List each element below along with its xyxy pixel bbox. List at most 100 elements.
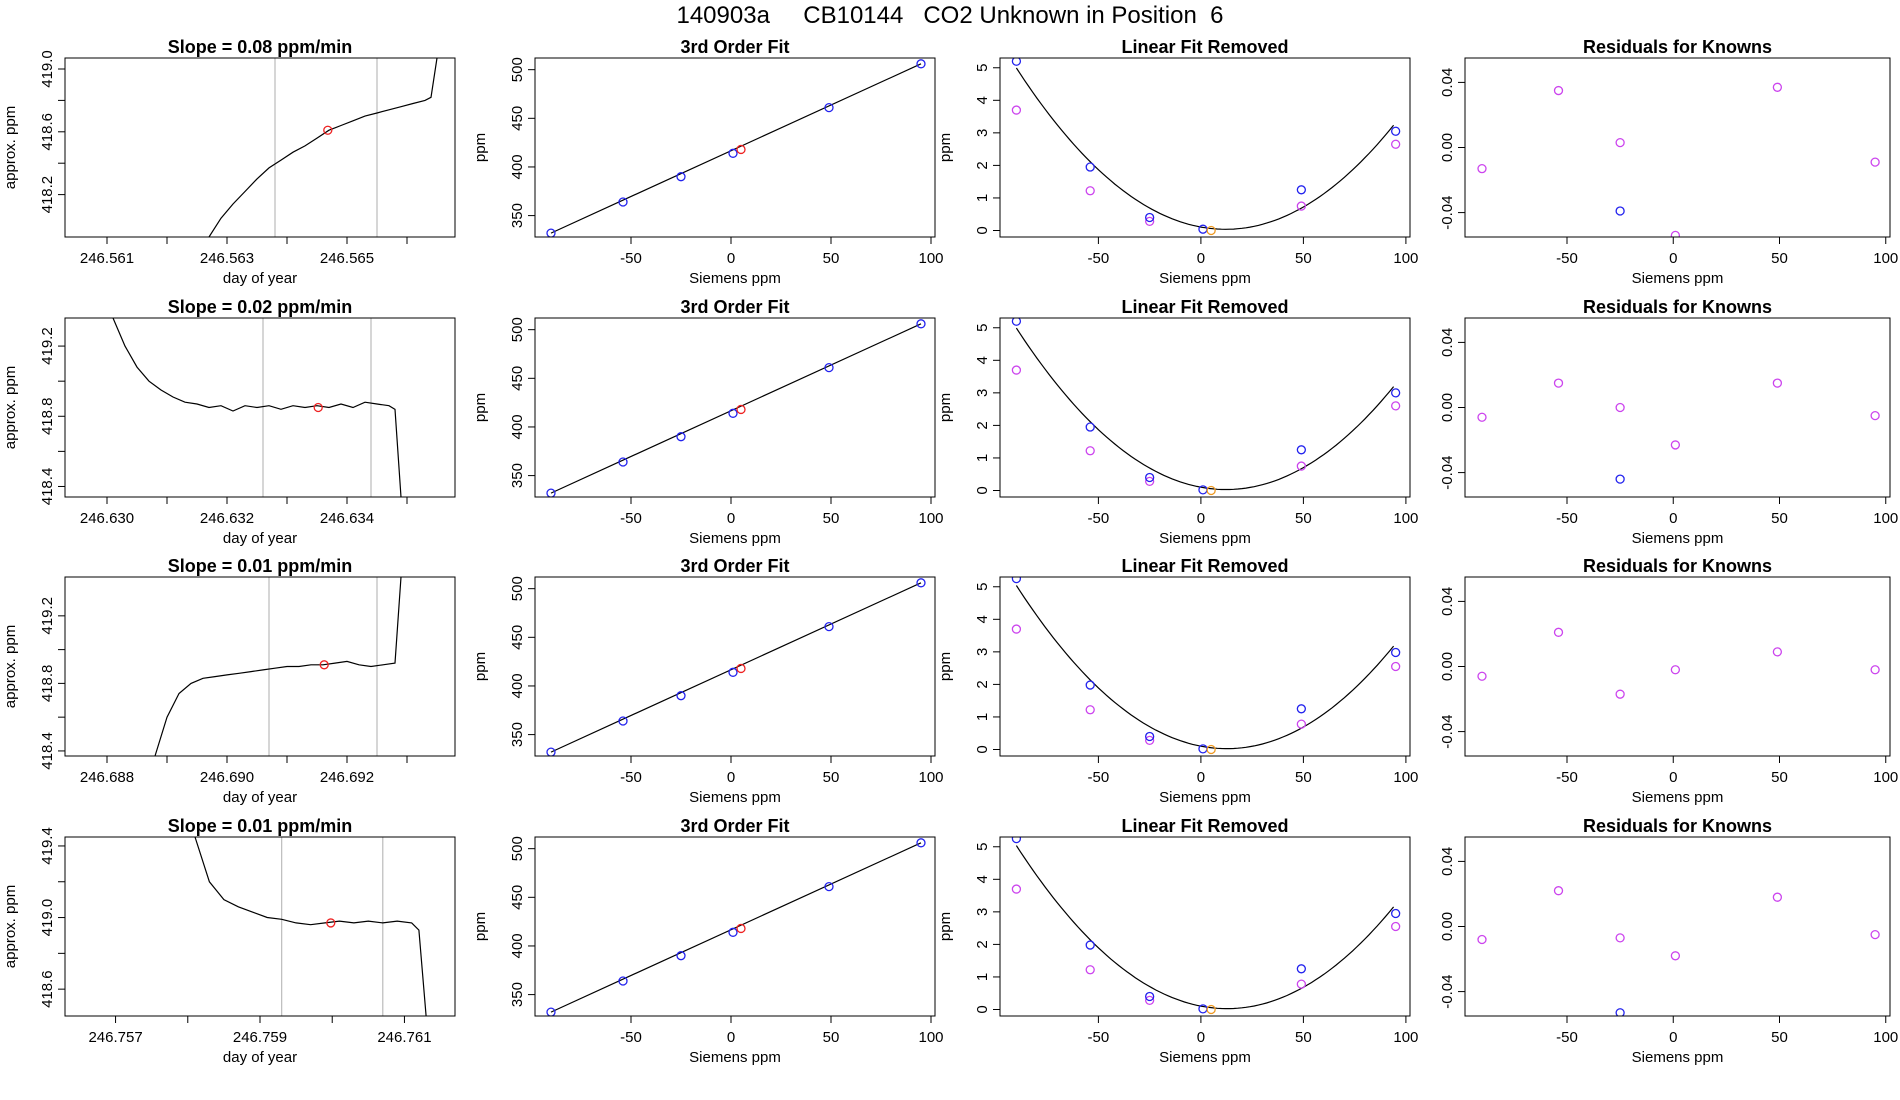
data-point [1870,665,1880,675]
y-tick-label: 400 [509,933,526,958]
y-axis-label: ppm [472,912,489,941]
y-tick-label: 0.04 [1439,328,1456,357]
x-tick-label: 246.692 [320,769,374,786]
y-axis-label: ppm [937,912,954,941]
data-point [618,457,628,467]
y-tick-label: 418.4 [39,468,56,506]
plot-area [1011,58,1401,236]
data-point [824,881,834,892]
y-tick-label: 4 [974,356,991,364]
chart-title: Residuals for Knowns [1583,556,1772,576]
plot-frame [1464,57,1891,238]
data-point [1296,704,1306,714]
y-tick-label: 350 [509,982,526,1007]
data-point [1145,731,1155,742]
x-tick-label: 0 [727,510,735,527]
data-point [1296,445,1306,455]
plot-area [546,838,926,1016]
y-axis-label: approx. ppm [2,625,19,708]
data-point [1206,485,1216,496]
x-tick-label: 0 [1197,250,1205,267]
y-tick-label: 5 [974,324,991,332]
y-tick-label: 450 [509,885,526,910]
chart-panel-r4c2: 3rd Order Fit -50 0 50 100 Siemens ppm 350 400 4… [472,816,944,1066]
x-tick-label: 246.690 [200,769,254,786]
plot-area [1477,627,1880,699]
quadratic-curve [1015,845,1395,1010]
y-tick-label: 0 [974,1005,991,1013]
x-axis-label: Siemens ppm [689,1049,781,1066]
data-point [1085,940,1095,950]
data-point [1206,225,1216,236]
data-point [728,667,738,677]
data-point [1085,680,1095,690]
y-tick-label: 1 [974,713,991,721]
chart-panel-r1c3: Linear Fit Removed -50 0 50 100 Siemens ppm 0 1… [937,37,1418,287]
y-tick-label: 2 [974,680,991,688]
data-point [736,404,746,415]
x-tick-label: 246.759 [233,1029,287,1046]
y-tick-label: 3 [974,389,991,397]
x-axis-label: day of year [223,1049,297,1066]
x-tick-label: 50 [1295,769,1312,786]
x-axis-label: Siemens ppm [1159,270,1251,287]
y-tick-label: 350 [509,203,526,228]
chart-panel-r4c1: Slope = 0.01 ppm/min 246.757 246.759 246.76… [2,816,456,1066]
x-tick-label: -50 [1088,250,1110,267]
data-point [1391,126,1401,136]
x-axis-label: Siemens ppm [689,789,781,806]
data-point [1145,995,1155,1006]
data-point [1391,139,1401,149]
data-point [736,923,746,934]
x-axis-label: Siemens ppm [1159,1049,1251,1066]
y-tick-label: 2 [974,940,991,948]
y-tick-label: -0.04 [1439,714,1456,748]
y-tick-label: 400 [509,673,526,698]
y-tick-label: 3 [974,908,991,916]
data-point [1296,964,1306,974]
data-point [1615,206,1625,216]
x-tick-label: 100 [918,250,943,267]
y-tick-label: 400 [509,414,526,439]
data-point [1011,884,1022,894]
y-tick-label: 450 [509,625,526,650]
y-tick-label: 4 [974,875,991,883]
y-tick-label: 418.8 [39,665,56,703]
data-point [824,362,834,373]
plot-area [1011,577,1401,755]
data-point [1296,461,1306,471]
x-tick-label: 246.561 [80,250,134,267]
data-point [1870,157,1880,167]
y-tick-label: 1 [974,194,991,202]
x-tick-label: 246.761 [377,1029,431,1046]
data-point [1553,85,1564,96]
plot-area [154,577,402,756]
data-point [1085,965,1095,975]
y-tick-label: 419.0 [39,50,56,88]
x-tick-label: 50 [823,769,840,786]
x-tick-label: 0 [1669,510,1677,527]
y-tick-label: 5 [974,843,991,851]
plot-area [1477,82,1880,237]
plot-frame [1464,317,1891,498]
x-tick-label: 0 [727,1029,735,1046]
plot-frame [64,836,456,1017]
y-tick-label: 0.04 [1439,847,1456,876]
chart-panel-r3c3: Linear Fit Removed -50 0 50 100 Siemens ppm 0 1… [937,556,1418,806]
data-point [1615,689,1625,699]
chart-panel-r2c2: 3rd Order Fit -50 0 50 100 Siemens ppm 350 400 4… [472,297,944,547]
plot-area [546,578,926,756]
x-tick-label: 100 [918,1029,943,1046]
data-point [1553,627,1564,637]
data-point [1477,164,1487,174]
data-point [1085,446,1095,456]
data-point [728,408,738,418]
x-axis-label: Siemens ppm [1632,789,1724,806]
data-point [1670,440,1681,450]
fit-line [550,582,922,753]
chart-panel-r4c4: Residuals for Knowns -50 0 50 100 Siemens ppm… [1439,816,1898,1066]
y-tick-label: 0.00 [1439,133,1456,162]
x-tick-label: 50 [1771,510,1788,527]
chart-panel-r3c1: Slope = 0.01 ppm/min 246.688 246.690 246.69… [2,556,456,806]
data-point [1553,378,1564,388]
